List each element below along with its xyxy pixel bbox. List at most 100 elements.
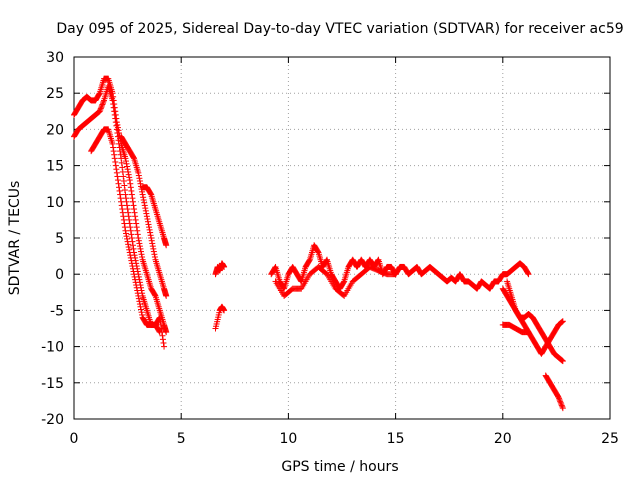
data-point xyxy=(135,172,142,179)
data-point xyxy=(124,235,131,242)
data-point xyxy=(127,224,134,231)
data-point xyxy=(151,251,158,258)
data-point xyxy=(150,248,157,255)
data-point xyxy=(121,220,128,227)
chart-title: Day 095 of 2025, Sidereal Day-to-day VTE… xyxy=(56,21,623,37)
data-point xyxy=(131,206,138,213)
data-point xyxy=(118,198,125,205)
data-point xyxy=(122,158,129,165)
data-point xyxy=(128,235,135,241)
y-tick-label: 15 xyxy=(46,159,64,175)
data-point xyxy=(123,233,130,240)
data-point xyxy=(133,284,140,291)
data-point xyxy=(127,227,134,234)
data-point xyxy=(132,276,139,283)
data-point xyxy=(98,104,105,111)
data-point xyxy=(559,318,566,325)
data-point xyxy=(131,209,138,216)
data-point xyxy=(125,168,132,175)
data-point xyxy=(114,173,121,180)
y-tick-label: -15 xyxy=(41,376,64,392)
data-point xyxy=(126,249,133,256)
data-point xyxy=(97,105,104,112)
data-point xyxy=(110,101,117,108)
data-point xyxy=(148,235,155,241)
data-point xyxy=(149,240,156,247)
data-point xyxy=(138,309,145,316)
data-point xyxy=(150,245,157,252)
data-point xyxy=(114,130,121,137)
data-point xyxy=(116,187,123,194)
data-point xyxy=(116,144,123,151)
data-point xyxy=(130,202,137,209)
y-tick-label: 0 xyxy=(55,267,64,283)
data-point xyxy=(558,402,565,409)
data-point xyxy=(525,271,532,278)
data-point xyxy=(524,270,531,277)
data-point xyxy=(137,245,144,252)
data-point xyxy=(113,166,120,173)
data-point xyxy=(113,169,120,176)
data-point xyxy=(147,190,154,197)
data-point xyxy=(99,101,106,108)
data-point xyxy=(126,246,133,253)
data-point xyxy=(135,169,142,176)
data-point xyxy=(559,403,566,410)
data-point xyxy=(555,394,562,401)
data-point xyxy=(132,213,139,220)
data-point xyxy=(159,336,166,343)
data-point xyxy=(114,177,121,184)
data-point xyxy=(116,140,123,147)
data-point xyxy=(126,216,133,223)
data-point xyxy=(138,251,145,258)
data-point xyxy=(134,290,141,297)
data-point xyxy=(136,177,143,184)
data-point xyxy=(136,175,143,182)
data-point xyxy=(140,196,147,203)
data-point xyxy=(117,151,124,158)
data-point xyxy=(121,182,128,189)
axis-ticks: 0 5 10 15 20 25 -20 -15 -10 -5 0 5 10 15 20 25 30 xyxy=(41,50,619,447)
data-point xyxy=(127,184,134,191)
data-point xyxy=(138,248,144,255)
data-point xyxy=(96,108,103,115)
data-point xyxy=(559,405,566,412)
data-point xyxy=(128,260,135,267)
data-point xyxy=(96,91,103,98)
data-point xyxy=(122,227,129,234)
data-point xyxy=(135,295,142,302)
data-point xyxy=(139,191,146,198)
data-point xyxy=(128,191,135,198)
data-point xyxy=(110,144,117,151)
data-point xyxy=(109,97,116,104)
data-point xyxy=(340,279,347,286)
data-point xyxy=(123,160,130,167)
data-point xyxy=(161,343,168,350)
data-point xyxy=(145,221,152,228)
data-point xyxy=(151,292,158,299)
data-point xyxy=(129,198,136,205)
data-point xyxy=(119,168,126,175)
data-point xyxy=(151,254,158,261)
data-point xyxy=(120,216,127,223)
grid xyxy=(74,57,610,419)
data-point xyxy=(144,215,151,222)
data-point xyxy=(134,287,141,294)
data-point xyxy=(125,213,132,220)
data-point xyxy=(124,202,131,209)
data-point xyxy=(133,220,140,227)
data-point xyxy=(136,298,143,305)
data-point xyxy=(557,398,564,405)
data-point xyxy=(119,164,126,171)
data-point xyxy=(125,244,132,251)
data-point xyxy=(221,307,228,314)
data-point xyxy=(112,162,119,169)
data-point xyxy=(129,195,136,202)
data-point xyxy=(118,155,125,162)
data-point xyxy=(112,119,119,126)
data-point xyxy=(133,224,140,231)
data-point xyxy=(122,191,129,198)
data-point xyxy=(156,329,163,336)
data-point xyxy=(117,195,124,202)
